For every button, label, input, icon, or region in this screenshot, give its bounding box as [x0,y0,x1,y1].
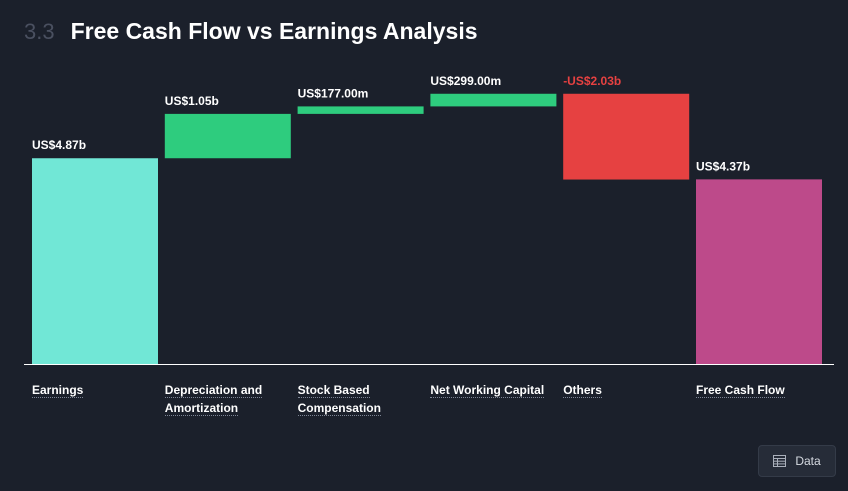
category-label-3[interactable]: Net Working Capital [430,381,555,399]
category-label-line: Compensation [297,401,381,416]
value-label-5: US$4.37b [696,159,750,173]
value-label-3: US$299.00m [430,74,501,88]
value-label-1: US$1.05b [165,94,219,108]
category-label-line: Net Working Capital [430,383,545,398]
bar-2[interactable] [297,106,424,114]
category-label-1[interactable]: Depreciation and Amortization [164,381,290,417]
table-icon [773,455,787,467]
bar-0[interactable] [32,158,158,364]
section-number: 3.3 [24,19,55,44]
bar-1[interactable] [164,113,291,159]
bar-3[interactable] [430,93,557,107]
data-button-label: Data [795,454,821,468]
bar-4[interactable] [563,93,690,180]
category-label-line: Earnings [32,383,84,398]
bar-5[interactable] [696,179,822,364]
category-label-line: Depreciation and [164,383,263,398]
value-label-2: US$177.00m [298,86,369,100]
category-label-4[interactable]: Others [563,381,688,399]
chart-title: Free Cash Flow vs Earnings Analysis [70,18,478,44]
category-label-5[interactable]: Free Cash Flow [696,381,821,399]
category-label-line: Others [563,383,602,398]
value-label-0: US$4.87b [32,138,86,152]
header: 3.3 Free Cash Flow vs Earnings Analysis [24,18,478,50]
category-label-0[interactable]: Earnings [32,381,157,399]
value-label-4: -US$2.03b [563,74,621,88]
category-label-line: Free Cash Flow [696,383,785,398]
data-button[interactable]: Data [758,445,836,477]
category-label-2[interactable]: Stock Based Compensation [297,381,423,417]
category-label-line: Stock Based [297,383,370,398]
category-label-line: Amortization [164,401,239,416]
